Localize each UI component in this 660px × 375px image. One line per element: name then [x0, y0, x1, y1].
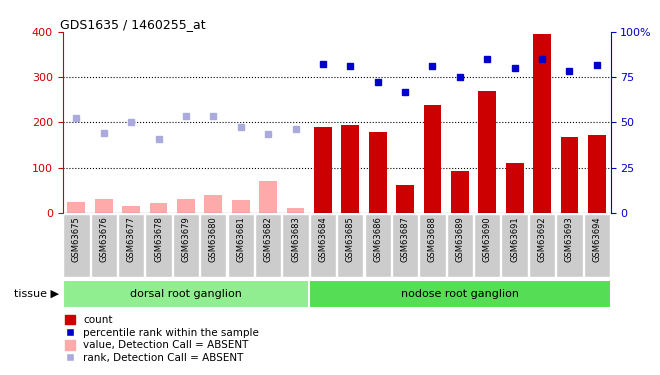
FancyBboxPatch shape [90, 214, 117, 278]
Text: GSM63678: GSM63678 [154, 216, 163, 262]
Bar [506, 163, 523, 213]
Text: GSM63692: GSM63692 [537, 216, 546, 262]
Bar [177, 198, 195, 213]
FancyBboxPatch shape [200, 214, 226, 278]
Bar [588, 135, 606, 213]
Text: dorsal root ganglion: dorsal root ganglion [130, 289, 242, 299]
Bar [560, 137, 578, 213]
FancyBboxPatch shape [583, 214, 610, 278]
Bar [533, 34, 551, 213]
FancyBboxPatch shape [309, 280, 610, 308]
Text: GSM63685: GSM63685 [346, 216, 355, 262]
Text: GSM63679: GSM63679 [182, 216, 191, 262]
FancyBboxPatch shape [63, 214, 90, 278]
Bar [205, 195, 222, 213]
Text: GSM63682: GSM63682 [263, 216, 273, 262]
Bar [122, 206, 140, 213]
Bar [424, 105, 442, 213]
FancyBboxPatch shape [529, 214, 555, 278]
Bar [286, 208, 304, 213]
Text: GSM63694: GSM63694 [592, 216, 601, 262]
Text: GSM63680: GSM63680 [209, 216, 218, 262]
FancyBboxPatch shape [173, 214, 199, 278]
FancyBboxPatch shape [419, 214, 446, 278]
Bar [451, 171, 469, 213]
Text: GSM63691: GSM63691 [510, 216, 519, 262]
FancyBboxPatch shape [364, 214, 391, 278]
Text: tissue ▶: tissue ▶ [15, 289, 59, 299]
Text: GSM63681: GSM63681 [236, 216, 246, 262]
Text: GSM63684: GSM63684 [318, 216, 327, 262]
Text: GSM63675: GSM63675 [72, 216, 81, 262]
Bar [67, 202, 85, 213]
Text: GSM63690: GSM63690 [482, 216, 492, 262]
Text: GSM63677: GSM63677 [127, 216, 136, 262]
Bar [259, 181, 277, 213]
FancyBboxPatch shape [145, 214, 172, 278]
Text: GSM63689: GSM63689 [455, 216, 465, 262]
FancyBboxPatch shape [474, 214, 500, 278]
FancyBboxPatch shape [63, 280, 309, 308]
FancyBboxPatch shape [447, 214, 473, 278]
Bar [396, 185, 414, 213]
Text: GSM63687: GSM63687 [401, 216, 410, 262]
FancyBboxPatch shape [255, 214, 281, 278]
FancyBboxPatch shape [282, 214, 309, 278]
Text: GDS1635 / 1460255_at: GDS1635 / 1460255_at [60, 18, 205, 31]
Bar [369, 132, 387, 213]
FancyBboxPatch shape [118, 214, 145, 278]
FancyBboxPatch shape [310, 214, 336, 278]
Bar [232, 200, 249, 213]
FancyBboxPatch shape [502, 214, 528, 278]
Text: GSM63693: GSM63693 [565, 216, 574, 262]
Text: GSM63676: GSM63676 [99, 216, 108, 262]
Bar [95, 200, 113, 213]
Legend: count, percentile rank within the sample, value, Detection Call = ABSENT, rank, : count, percentile rank within the sample… [65, 315, 259, 363]
Text: GSM63683: GSM63683 [291, 216, 300, 262]
Bar [314, 127, 332, 213]
FancyBboxPatch shape [228, 214, 254, 278]
Bar [150, 203, 168, 213]
Bar [341, 125, 359, 213]
Text: GSM63686: GSM63686 [373, 216, 382, 262]
FancyBboxPatch shape [392, 214, 418, 278]
Text: nodose root ganglion: nodose root ganglion [401, 289, 519, 299]
Bar [478, 91, 496, 213]
FancyBboxPatch shape [337, 214, 364, 278]
Text: GSM63688: GSM63688 [428, 216, 437, 262]
FancyBboxPatch shape [556, 214, 583, 278]
